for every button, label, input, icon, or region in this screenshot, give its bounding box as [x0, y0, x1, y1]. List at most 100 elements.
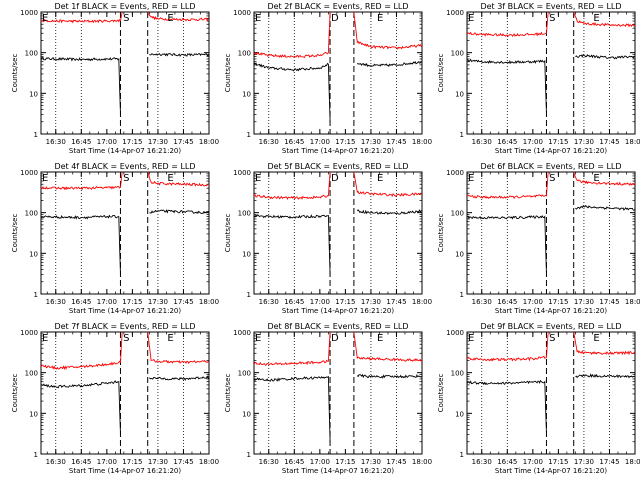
x-tick-label: 17:00: [97, 298, 117, 306]
y-tick-label: 1: [460, 451, 464, 459]
x-tick-label: 17:45: [173, 298, 193, 306]
chart-panel: Det 9f BLACK = Events, RED = LLD 1 10 100 10…: [437, 322, 640, 475]
x-axis-label: Start Time (14-Apr-07 16:21:20): [69, 147, 181, 155]
x-tick-label: 16:45: [284, 458, 304, 466]
x-tick-label: 18:00: [199, 298, 219, 306]
x-tick-label: 16:30: [472, 458, 492, 466]
x-tick-label: 17:00: [523, 138, 543, 146]
x-tick-label: 17:30: [361, 138, 381, 146]
y-tick-label: 1: [34, 451, 38, 459]
axes-frame: [253, 171, 423, 295]
x-tick-label: 17:30: [148, 458, 168, 466]
y-tick-label: 1000: [20, 329, 38, 337]
chart-title: Det 4f BLACK = Events, RED = LLD: [54, 162, 195, 171]
time-marker: E: [593, 13, 599, 24]
y-tick-label: 1: [460, 131, 464, 139]
y-tick-label: 1000: [20, 9, 38, 17]
x-tick-label: 18:00: [625, 458, 640, 466]
x-tick-label: 16:45: [71, 298, 91, 306]
time-marker: E: [377, 173, 383, 184]
series-line-events: [41, 209, 209, 275]
x-axis-label: Start Time (14-Apr-07 16:21:20): [495, 467, 607, 475]
series-line-lld: [467, 12, 635, 38]
series-line-events: [254, 373, 422, 442]
chart-panel: Det 7f BLACK = Events, RED = LLD 1 10 100 10…: [11, 322, 219, 475]
y-tick-label: 1000: [446, 9, 464, 17]
series-line-events: [254, 60, 422, 122]
x-tick-label: 17:45: [599, 458, 619, 466]
chart-title: Det 6f BLACK = Events, RED = LLD: [480, 162, 621, 171]
x-tick-label: 17:45: [599, 298, 619, 306]
axes-frame: [40, 171, 210, 295]
series-line-events: [254, 209, 422, 275]
y-axis-label: Counts/sec: [11, 374, 19, 413]
x-tick-label: 16:30: [46, 138, 66, 146]
time-marker: E: [167, 13, 173, 24]
x-tick-label: 18:00: [199, 138, 219, 146]
time-marker: E: [255, 13, 261, 24]
y-tick-label: 100: [238, 370, 251, 378]
y-tick-label: 10: [455, 250, 464, 258]
x-tick-label: 16:45: [284, 298, 304, 306]
x-axis-label: Start Time (14-Apr-07 16:21:20): [282, 147, 394, 155]
y-axis-label: Counts/sec: [11, 54, 19, 93]
x-tick-label: 17:15: [548, 138, 568, 146]
x-tick-label: 16:45: [71, 138, 91, 146]
x-tick-label: 17:15: [548, 458, 568, 466]
x-tick-label: 16:45: [497, 138, 517, 146]
x-tick-label: 17:15: [122, 458, 142, 466]
chart-title: Det 1f BLACK = Events, RED = LLD: [54, 2, 195, 11]
y-axis-label: Counts/sec: [437, 214, 445, 253]
y-tick-label: 1: [247, 291, 251, 299]
x-tick-label: 17:30: [148, 138, 168, 146]
x-tick-label: 17:45: [386, 298, 406, 306]
x-tick-label: 17:45: [173, 458, 193, 466]
time-marker: E: [377, 333, 383, 344]
x-tick-label: 16:45: [71, 458, 91, 466]
y-axis-label: Counts/sec: [437, 374, 445, 413]
axes-frame: [466, 11, 636, 135]
series-line-events: [467, 205, 635, 275]
x-tick-label: 16:45: [497, 458, 517, 466]
y-tick-label: 1: [247, 451, 251, 459]
x-tick-label: 18:00: [625, 138, 640, 146]
time-marker: E: [377, 13, 383, 24]
y-tick-label: 1000: [233, 329, 251, 337]
y-axis-label: Counts/sec: [224, 214, 232, 253]
x-tick-label: 17:45: [173, 138, 193, 146]
x-tick-label: 17:00: [310, 458, 330, 466]
series-line-lld: [254, 12, 422, 59]
chart-title: Det 7f BLACK = Events, RED = LLD: [54, 322, 195, 331]
axes-frame: [40, 331, 210, 455]
time-marker: E: [42, 13, 48, 24]
x-tick-label: 17:30: [361, 298, 381, 306]
axes-frame: [40, 11, 210, 135]
x-tick-label: 16:30: [46, 298, 66, 306]
x-tick-label: 17:45: [599, 138, 619, 146]
x-tick-label: 18:00: [412, 298, 432, 306]
time-marker: E: [468, 13, 474, 24]
time-marker: E: [593, 333, 599, 344]
x-tick-label: 17:00: [97, 458, 117, 466]
time-marker: E: [468, 173, 474, 184]
x-tick-label: 17:15: [122, 138, 142, 146]
series-line-lld: [254, 332, 422, 366]
time-marker: E: [468, 333, 474, 344]
x-tick-label: 17:00: [523, 458, 543, 466]
axes-frame: [253, 331, 423, 455]
x-tick-label: 17:15: [335, 138, 355, 146]
y-tick-label: 10: [455, 90, 464, 98]
y-tick-label: 1: [460, 291, 464, 299]
x-tick-label: 17:30: [574, 458, 594, 466]
x-axis-label: Start Time (14-Apr-07 16:21:20): [495, 147, 607, 155]
x-tick-label: 17:00: [97, 138, 117, 146]
y-tick-label: 100: [238, 210, 251, 218]
x-tick-label: 16:45: [284, 138, 304, 146]
series-line-lld: [467, 332, 635, 362]
chart-title: Det 3f BLACK = Events, RED = LLD: [480, 2, 621, 11]
time-marker: E: [42, 173, 48, 184]
x-axis-label: Start Time (14-Apr-07 16:21:20): [69, 307, 181, 315]
time-marker: S: [123, 333, 129, 344]
x-tick-label: 16:45: [497, 298, 517, 306]
